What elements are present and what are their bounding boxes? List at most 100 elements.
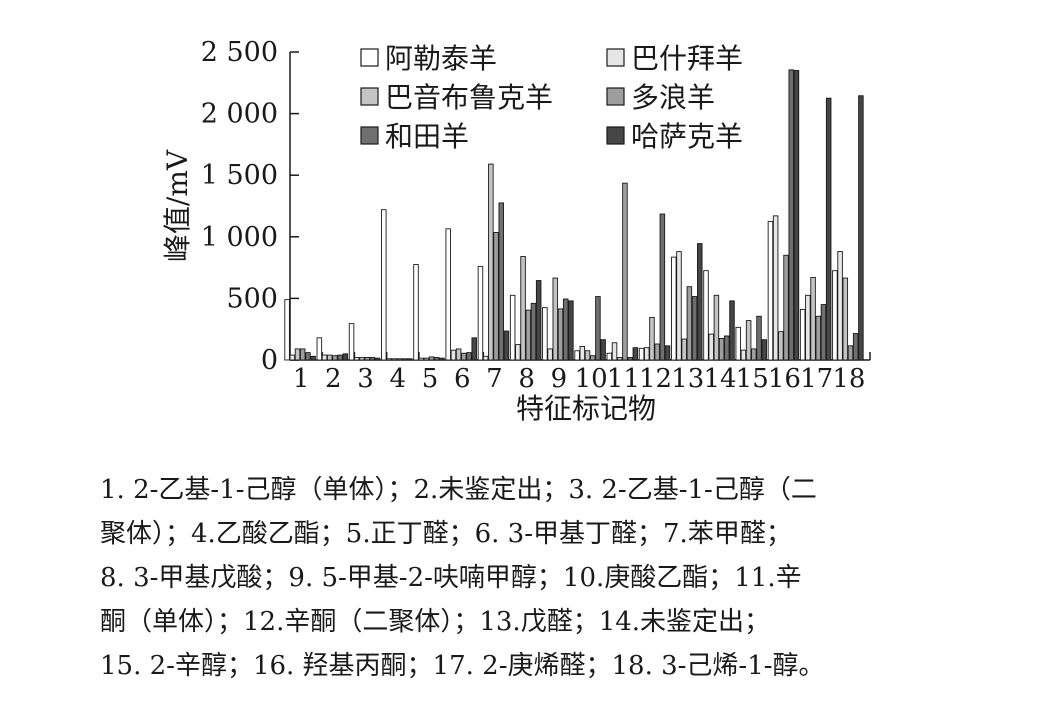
- bar: [364, 357, 370, 361]
- bar: [735, 326, 741, 361]
- bar: [310, 355, 316, 361]
- x-tick-label: 15: [736, 364, 769, 394]
- bar: [316, 337, 323, 361]
- bar: [418, 357, 424, 361]
- bar: [455, 348, 462, 361]
- bar: [562, 298, 569, 361]
- x-tick-label: 14: [703, 364, 736, 394]
- bar: [664, 345, 671, 361]
- bar: [493, 232, 499, 361]
- legend-label: 和田羊: [385, 120, 469, 153]
- bar: [515, 344, 521, 361]
- bar: [488, 163, 494, 361]
- bar: [783, 254, 789, 361]
- x-tick-label: 7: [486, 364, 503, 394]
- bar: [359, 357, 365, 361]
- bar: [686, 286, 693, 361]
- y-tick-label: 2 500: [201, 37, 278, 68]
- bar: [638, 347, 645, 361]
- y-tick-label: 0: [261, 345, 278, 376]
- x-tick-label: 3: [357, 364, 374, 394]
- bar: [568, 300, 574, 361]
- caption-line: 8. 3-甲基戊酸；9. 5-甲基-2-呋喃甲醇；10.庚酸乙酯；11.辛: [100, 563, 802, 593]
- bar: [649, 317, 655, 361]
- bar: [842, 277, 849, 361]
- bar: [713, 294, 720, 361]
- x-tick-label: 18: [832, 364, 865, 394]
- bar: [852, 333, 859, 361]
- bar: [434, 357, 440, 361]
- bar: [348, 323, 355, 361]
- bar: [428, 356, 435, 361]
- x-tick-label: 17: [800, 364, 833, 394]
- bar: [332, 355, 338, 361]
- bar: [535, 280, 542, 361]
- bar: [825, 97, 832, 361]
- x-axis-label: 特征标记物: [516, 392, 656, 425]
- bar: [858, 95, 864, 361]
- bar: [740, 349, 747, 361]
- y-tick-label: 1 500: [201, 160, 278, 191]
- legend-label: 阿勒泰羊: [385, 42, 497, 75]
- bar: [627, 357, 633, 361]
- x-tick-label: 6: [454, 364, 471, 394]
- bar: [697, 243, 703, 361]
- bar: [616, 357, 623, 361]
- legend-label: 巴音布鲁克羊: [385, 81, 553, 114]
- bar: [498, 202, 504, 361]
- bar: [299, 348, 306, 361]
- bar: [337, 354, 343, 361]
- bar: [471, 337, 477, 361]
- bar: [542, 307, 548, 361]
- legend-label: 哈萨克羊: [631, 120, 743, 153]
- bar: [632, 347, 639, 361]
- bar: [761, 339, 767, 361]
- x-tick-label: 9: [551, 364, 568, 394]
- caption-line: 酮（单体）；12.辛酮（二聚体）；13.戊醛；14.未鉴定出；: [100, 607, 771, 637]
- bar: [574, 350, 580, 361]
- bar: [326, 354, 333, 361]
- caption-line: 15. 2-辛醇；16. 羟基丙酮；17. 2-庚烯醛；18. 3-己烯-1-醇…: [100, 651, 825, 681]
- legend-swatch: [606, 48, 625, 67]
- legend-swatch: [360, 48, 379, 67]
- bar: [756, 315, 762, 361]
- bar: [530, 302, 537, 361]
- bar: [606, 352, 613, 361]
- bar: [520, 256, 526, 361]
- x-tick-label: 12: [639, 364, 672, 394]
- x-tick-label: 1: [293, 364, 310, 394]
- y-tick-label: 1 000: [201, 222, 278, 253]
- bar: [815, 315, 822, 361]
- bar: [654, 343, 660, 361]
- bar: [708, 333, 714, 361]
- y-ticks: 0 500 1 000 1 500 2 000 2 500: [201, 37, 299, 376]
- legend-swatch: [360, 126, 379, 145]
- bar: [294, 348, 301, 361]
- bar: [837, 251, 843, 361]
- bar: [391, 358, 397, 361]
- bar: [525, 309, 532, 361]
- bar: [445, 228, 451, 361]
- bar: [342, 353, 349, 361]
- bar: [644, 347, 650, 361]
- caption-line: 聚体）；4.乙酸乙酯；5.正丁醛；6. 3-甲基丁醛；7.苯甲醛；: [100, 519, 792, 549]
- legend-label: 巴什拜羊: [631, 42, 743, 75]
- bar: [413, 264, 419, 361]
- x-tick-label: 5: [422, 364, 439, 394]
- bar: [691, 296, 698, 361]
- bar: [703, 270, 709, 361]
- bar: [832, 270, 838, 361]
- bar: [381, 209, 387, 361]
- x-tick-label: 2: [325, 364, 342, 394]
- bar: [595, 296, 601, 361]
- bar: [820, 304, 827, 361]
- bar: [477, 265, 484, 361]
- bar: [305, 352, 311, 361]
- bar: [718, 337, 725, 361]
- bar: [793, 70, 800, 361]
- bars: [284, 69, 864, 361]
- bar: [503, 330, 510, 361]
- bar: [622, 182, 628, 361]
